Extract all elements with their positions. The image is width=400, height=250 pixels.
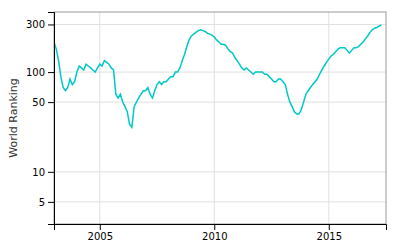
- tick-mark: [329, 224, 330, 230]
- plot-frame: [54, 12, 386, 224]
- tick: 2005: [88, 224, 113, 242]
- grid-line: [54, 24, 386, 25]
- tick: 5: [39, 197, 54, 208]
- plot-area: 2005 2010 2015 5 10 50 100 300: [26, 12, 387, 242]
- axis-domain: [55, 225, 387, 231]
- grid-line: [99, 12, 100, 224]
- grid: [54, 12, 386, 224]
- tick: 2010: [202, 224, 227, 242]
- tick: 10: [32, 167, 54, 178]
- tick: 50: [32, 97, 54, 108]
- tick-mark: [48, 202, 54, 203]
- tick: 300: [26, 19, 54, 30]
- grid-line: [54, 102, 386, 103]
- tick-mark: [48, 24, 54, 25]
- tick-mark: [48, 102, 54, 103]
- tick-label: 2010: [202, 231, 227, 242]
- axis-domain: [48, 13, 55, 225]
- tick-label: 2015: [317, 231, 342, 242]
- y-axis-label: World Ranking: [7, 78, 20, 158]
- tick-label: 100: [26, 67, 45, 78]
- grid-line: [54, 171, 386, 172]
- grid-line: [54, 72, 386, 73]
- chart: 2005 2010 2015 5 10 50 100 300 World Ranking: [0, 0, 400, 250]
- tick-label: 2005: [88, 231, 113, 242]
- y-axis: 5 10 50 100 300: [26, 13, 55, 225]
- tick-label: 5: [39, 197, 45, 208]
- grid-line: [214, 12, 215, 224]
- tick-label: 300: [26, 19, 45, 30]
- tick-mark: [48, 172, 54, 173]
- tick-mark: [100, 224, 101, 230]
- grid-line: [328, 12, 329, 224]
- x-axis: 2005 2010 2015: [55, 224, 387, 242]
- tick-mark: [214, 224, 215, 230]
- tick: 100: [26, 67, 54, 78]
- tick-label: 10: [32, 167, 45, 178]
- line: [54, 25, 381, 127]
- grid-line: [54, 201, 386, 202]
- series-group: [54, 25, 381, 127]
- tick-label: 50: [32, 97, 45, 108]
- tick-mark: [48, 72, 54, 73]
- tick: 2015: [317, 224, 342, 242]
